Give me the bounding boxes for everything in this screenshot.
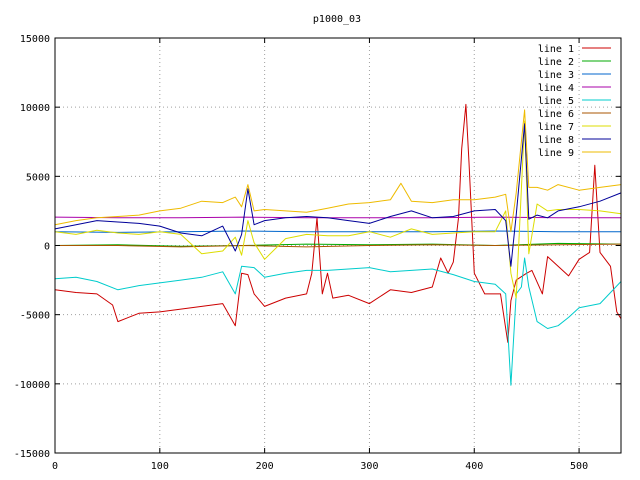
y-tick-label: -15000: [14, 449, 50, 460]
y-tick-label: -5000: [20, 311, 50, 322]
series-line-8: [54, 123, 622, 267]
legend-label-1: line 1: [538, 44, 574, 55]
series-line-4: [54, 216, 621, 219]
axis-ticks: 0 100 200 300 400 500 -15000 -10000 -5000 0 5000 10…: [14, 34, 621, 472]
x-tick-label: 0: [52, 461, 58, 472]
chart-title: p1000_03: [313, 14, 361, 25]
series-line-1: [54, 103, 622, 343]
legend-label-4: line 4: [538, 83, 574, 94]
series-line-9: [54, 109, 622, 233]
series-layer: [54, 103, 622, 386]
legend-label-3: line 3: [538, 70, 574, 81]
series-line-3: [54, 230, 621, 233]
series-line-2: [54, 242, 622, 247]
series-line-7: [54, 120, 622, 299]
y-tick-label: 0: [44, 242, 50, 253]
y-tick-label: -10000: [14, 380, 50, 391]
x-tick-label: 200: [256, 461, 274, 472]
y-tick-label: 15000: [20, 34, 50, 45]
legend-label-5: line 5: [538, 96, 574, 107]
x-tick-label: 400: [465, 461, 483, 472]
y-tick-label: 5000: [26, 172, 50, 183]
legend-label-9: line 9: [538, 148, 574, 159]
legend-label-2: line 2: [538, 57, 574, 68]
legend-label-7: line 7: [538, 122, 574, 133]
series-line-6: [55, 243, 622, 248]
x-tick-label: 500: [570, 461, 588, 472]
x-tick-label: 300: [360, 461, 378, 472]
x-tick-label: 100: [151, 461, 169, 472]
y-tick-label: 10000: [20, 103, 50, 114]
legend-label-6: line 6: [538, 109, 574, 120]
legend: line 1 line 2 line 3 line 4 line 5 line 6 line…: [538, 44, 611, 159]
legend-label-8: line 8: [538, 135, 574, 146]
series-line-5: [54, 257, 622, 386]
